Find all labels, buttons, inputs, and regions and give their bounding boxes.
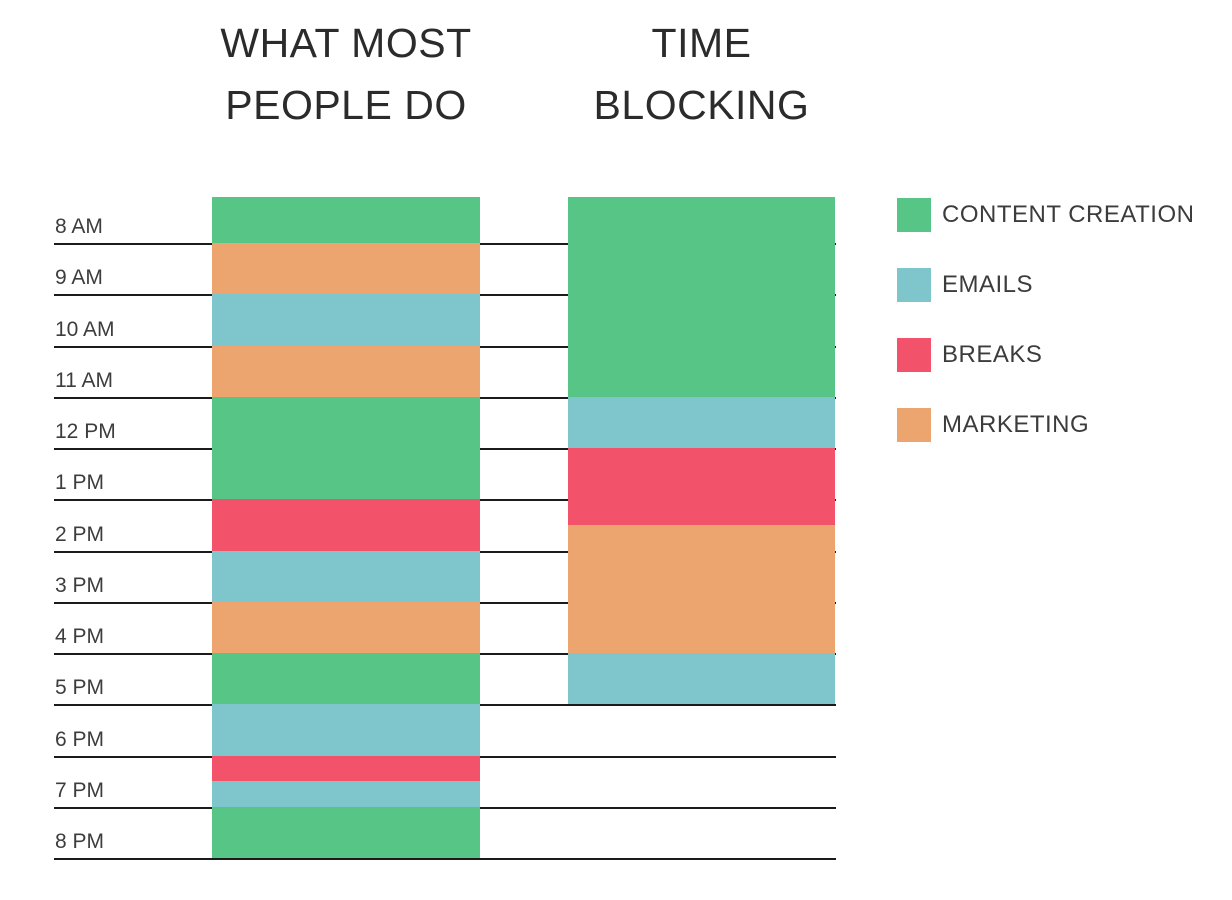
schedule-segment-content-creation [568,197,835,397]
hour-label: 6 PM [55,728,105,751]
hour-label: 10 AM [55,318,115,341]
legend-item-content-creation: CONTENT CREATION [897,198,1194,232]
schedule-segment-content-creation [212,197,480,243]
column-title-right: TIME BLOCKING [568,12,835,136]
schedule-segment-emails [568,653,835,704]
hour-label: 7 PM [55,779,105,802]
schedule-segment-emails [212,781,480,807]
hour-label: 1 PM [55,471,105,494]
legend: CONTENT CREATION EMAILS BREAKS MARKETING [897,198,1194,478]
column-title-right-line2: BLOCKING [593,82,810,128]
schedule-bar-time-blocking [568,197,835,704]
schedule-segment-marketing [212,243,480,294]
hour-label: 8 PM [55,830,105,853]
hour-label: 8 AM [55,215,103,238]
column-title-left-line1: WHAT MOST [220,20,472,66]
schedule-segment-emails [212,551,480,602]
hour-label: 11 AM [55,369,113,392]
schedule-segment-breaks [212,756,480,781]
hour-label: 12 PM [55,420,116,443]
schedule-segment-content-creation [212,397,480,499]
legend-item-emails: EMAILS [897,268,1194,302]
hour-label: 5 PM [55,676,105,699]
schedule-segment-content-creation [212,807,480,858]
hour-label: 9 AM [55,266,103,289]
hour-label: 4 PM [55,625,105,648]
schedule-segment-marketing [212,602,480,653]
legend-label: CONTENT CREATION [942,201,1195,228]
breaks-swatch [897,338,931,372]
legend-label: EMAILS [942,271,1034,298]
schedule-segment-breaks [568,448,835,525]
hour-label: 3 PM [55,574,105,597]
hour-line [54,858,836,860]
marketing-swatch [897,408,931,442]
hour-label: 2 PM [55,523,105,546]
schedule-segment-emails [212,294,480,346]
emails-swatch [897,268,931,302]
schedule-segment-content-creation [212,653,480,704]
legend-label: BREAKS [942,341,1043,368]
legend-item-marketing: MARKETING [897,408,1194,442]
column-title-left: WHAT MOST PEOPLE DO [212,12,480,136]
schedule-segment-breaks [212,499,480,551]
schedule-segment-marketing [212,346,480,397]
schedule-segment-marketing [568,525,835,653]
legend-item-breaks: BREAKS [897,338,1194,372]
schedule-segment-emails [212,704,480,756]
schedule-segment-emails [568,397,835,448]
schedule-bar-what-most-people-do [212,197,480,858]
content-creation-swatch [897,198,931,232]
legend-label: MARKETING [942,411,1090,438]
column-title-right-line1: TIME [651,20,752,66]
column-title-left-line2: PEOPLE DO [225,82,467,128]
